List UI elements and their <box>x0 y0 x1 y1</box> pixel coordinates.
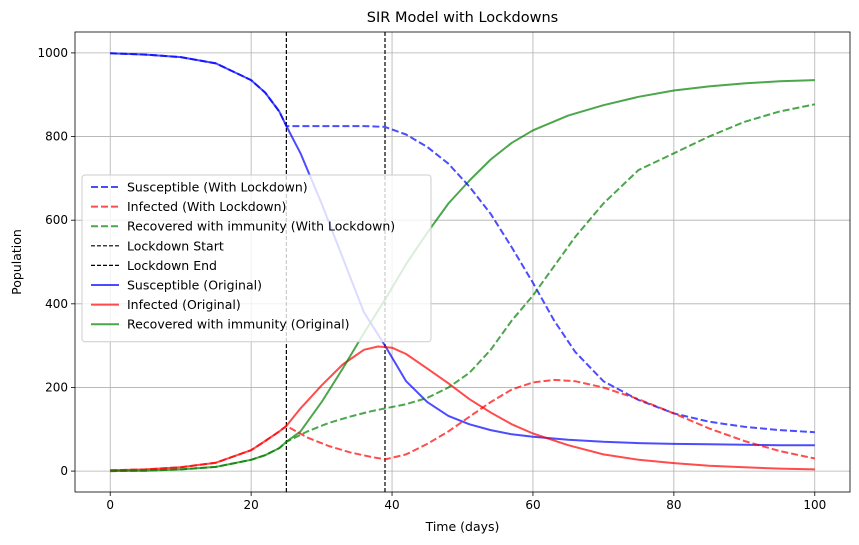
y-tick-label: 200 <box>45 380 68 394</box>
y-tick-label: 600 <box>45 213 68 227</box>
y-axis-label: Population <box>9 229 24 295</box>
x-tick-label: 100 <box>803 498 826 512</box>
legend-label: Recovered with immunity (With Lockdown) <box>127 219 395 234</box>
legend-label: Infected (Original) <box>127 297 241 312</box>
legend-label: Recovered with immunity (Original) <box>127 317 349 332</box>
series-line-4 <box>110 345 815 472</box>
x-tick-label: 40 <box>384 498 399 512</box>
x-tick-label: 60 <box>525 498 540 512</box>
legend: Susceptible (With Lockdown) Infected (Wit… <box>81 174 432 343</box>
y-tick-label: 0 <box>60 464 68 478</box>
legend-label: Lockdown Start <box>127 238 224 253</box>
y-tick-label: 800 <box>45 130 68 144</box>
legend-label: Lockdown End <box>127 258 217 273</box>
x-axis-label: Time (days) <box>425 519 500 534</box>
series-line-1 <box>110 378 816 472</box>
legend-box <box>81 174 432 343</box>
legend-label: Susceptible (With Lockdown) <box>127 180 308 195</box>
plot-frame <box>74 31 851 493</box>
x-tick-label: 80 <box>666 498 681 512</box>
y-tick-label: 1000 <box>37 46 68 60</box>
x-tick-label: 20 <box>243 498 258 512</box>
legend-label: Susceptible (Original) <box>127 278 262 293</box>
y-tick-label: 400 <box>45 297 68 311</box>
grid <box>75 32 850 492</box>
chart-title: SIR Model with Lockdowns <box>367 10 558 26</box>
legend-label: Infected (With Lockdown) <box>127 199 286 214</box>
x-tick-label: 0 <box>106 498 114 512</box>
series-lines <box>110 52 816 473</box>
series-line-2 <box>110 103 815 473</box>
